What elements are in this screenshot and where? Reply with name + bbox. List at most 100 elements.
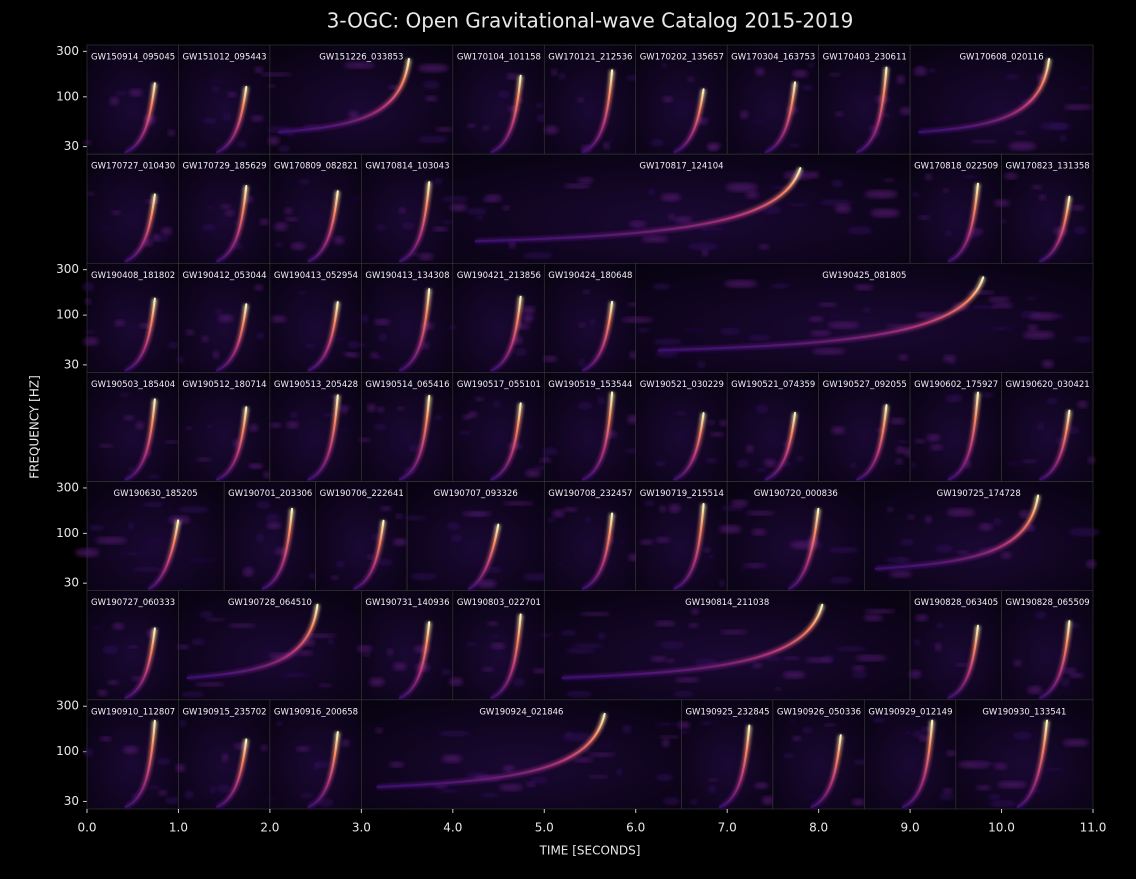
- event-name: GW190630_185205: [114, 489, 198, 499]
- noise-blob: [975, 785, 992, 791]
- noise-blob: [269, 422, 283, 428]
- noise-blob: [95, 536, 127, 544]
- noise-blob: [346, 352, 361, 358]
- event-name: GW190503_185404: [91, 380, 175, 390]
- noise-blob: [564, 731, 574, 738]
- noise-blob: [761, 796, 775, 805]
- noise-blob: [118, 312, 125, 317]
- noise-blob: [340, 428, 349, 432]
- noise-blob: [718, 525, 742, 534]
- noise-blob: [82, 748, 94, 757]
- noise-blob: [474, 215, 485, 220]
- noise-blob: [199, 610, 214, 619]
- noise-blob: [526, 781, 536, 787]
- noise-blob: [570, 643, 605, 649]
- noise-blob: [141, 501, 165, 508]
- panel-area: [818, 372, 911, 482]
- event-name: GW190706_222641: [320, 489, 404, 499]
- panel: GW190424_180648: [542, 262, 643, 373]
- noise-blob: [91, 625, 103, 630]
- noise-blob: [212, 350, 220, 359]
- noise-blob: [1041, 360, 1054, 368]
- noise-blob: [710, 432, 725, 437]
- noise-blob: [758, 211, 765, 216]
- noise-blob: [274, 242, 284, 248]
- chirp: [353, 519, 385, 590]
- panel-area: [86, 481, 225, 592]
- chirp: [947, 391, 979, 481]
- event-name: GW190731_140936: [365, 598, 449, 608]
- noise-blob: [668, 213, 675, 221]
- noise-blob: [492, 400, 502, 408]
- noise-blob: [1068, 527, 1101, 537]
- noise-blob: [1027, 686, 1043, 694]
- noise-blob: [562, 507, 578, 512]
- noise-blob: [336, 405, 352, 411]
- noise-blob: [113, 90, 129, 96]
- y-tick-label: 30: [64, 794, 79, 808]
- noise-blob: [374, 318, 390, 326]
- noise-blob: [83, 329, 97, 334]
- noise-blob: [185, 329, 195, 336]
- panel: GW170818_022509: [909, 153, 1002, 264]
- noise-blob: [482, 125, 490, 131]
- panel-area: [361, 699, 682, 810]
- chirp: [810, 734, 842, 808]
- noise-blob: [86, 192, 95, 196]
- noise-blob: [396, 406, 405, 411]
- x-tick-label: 0.0: [77, 821, 96, 835]
- panel: GW190517_055101: [452, 372, 549, 482]
- panel: GW190719_215514: [635, 481, 728, 592]
- noise-blob: [348, 110, 359, 120]
- event-name: GW151226_033853: [319, 53, 403, 63]
- panel: GW190720_000836: [718, 481, 865, 592]
- event-name: GW190514_065416: [365, 380, 449, 390]
- event-name: GW170814_103043: [365, 162, 449, 172]
- noise-blob: [271, 315, 287, 323]
- noise-blob: [201, 224, 217, 231]
- panel-area: [86, 590, 179, 701]
- noise-blob: [386, 648, 394, 656]
- event-name: GW190707_093326: [434, 489, 518, 499]
- noise-blob: [1037, 421, 1045, 431]
- noise-blob: [862, 307, 872, 313]
- noise-blob: [607, 138, 614, 143]
- noise-blob: [82, 337, 99, 346]
- panel: GW190412_053044: [176, 262, 271, 373]
- panel: GW190527_092055: [818, 372, 913, 482]
- noise-blob: [279, 672, 312, 678]
- chirp: [307, 731, 339, 808]
- noise-blob: [871, 717, 887, 723]
- noise-blob: [176, 644, 190, 650]
- noise-blob: [788, 719, 796, 724]
- noise-blob: [884, 557, 914, 563]
- noise-blob: [251, 115, 264, 122]
- event-name: GW170104_101158: [457, 53, 541, 63]
- noise-blob: [393, 662, 407, 671]
- noise-blob: [654, 620, 677, 627]
- noise-blob: [474, 397, 484, 402]
- y-tick-label: 300: [56, 44, 79, 58]
- chirp: [186, 603, 319, 679]
- noise-blob: [331, 575, 339, 580]
- chirp: [856, 66, 888, 154]
- noise-blob: [333, 236, 345, 245]
- noise-blob: [1031, 185, 1043, 190]
- panel: GW190728_064510: [176, 590, 362, 701]
- panel: GW170104_101158: [452, 44, 552, 155]
- x-tick-label: 3.0: [352, 821, 371, 835]
- noise-blob: [652, 283, 671, 290]
- chirp: [1039, 195, 1071, 263]
- noise-blob: [100, 226, 111, 230]
- noise-blob: [985, 326, 1017, 331]
- panel-area: [178, 590, 362, 701]
- noise-blob: [829, 576, 853, 584]
- noise-blob: [863, 614, 884, 621]
- panel: GW190828_063405: [909, 590, 1002, 701]
- panel: GW170608_020116: [909, 44, 1094, 155]
- noise-blob: [847, 226, 873, 235]
- noise-blob: [966, 290, 996, 295]
- noise-blob: [706, 554, 716, 559]
- event-name: GW190519_153544: [548, 380, 632, 390]
- chirp: [398, 621, 431, 699]
